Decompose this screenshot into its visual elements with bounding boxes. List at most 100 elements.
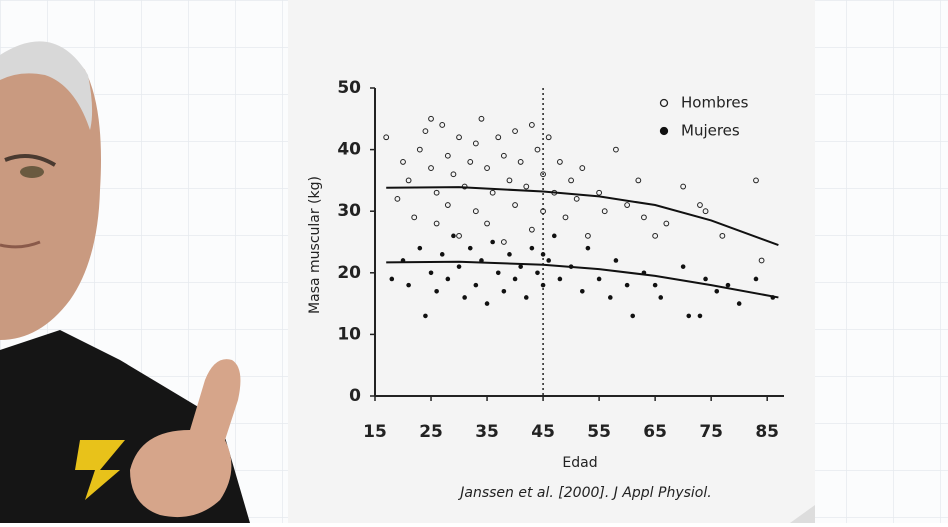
data-point (702, 208, 709, 215)
data-point (562, 214, 569, 221)
data-point (434, 288, 439, 294)
data-point (535, 270, 540, 276)
data-point (473, 282, 479, 288)
x-axis-label: Edad (562, 455, 597, 471)
data-point (596, 276, 602, 282)
data-point (439, 122, 446, 128)
data-point (658, 295, 664, 300)
data-point (714, 288, 720, 294)
data-point (406, 282, 411, 288)
data-point (467, 245, 473, 251)
legend-label: Hombres (681, 94, 749, 112)
y-tick-label: 0 (349, 386, 361, 406)
data-point (422, 128, 429, 135)
data-point (573, 195, 580, 202)
data-point (580, 288, 585, 294)
data-point (719, 232, 726, 239)
data-point (613, 258, 619, 263)
data-point (703, 276, 708, 282)
trend-line (386, 260, 779, 299)
x-tick-label: 85 (755, 422, 779, 442)
data-point (512, 128, 518, 135)
legend-marker (659, 126, 669, 136)
data-point (596, 189, 603, 196)
data-point (624, 282, 630, 288)
y-tick-label: 30 (337, 201, 361, 221)
data-point (512, 202, 518, 208)
data-point (500, 152, 507, 159)
data-point (551, 233, 557, 239)
data-point (540, 208, 546, 215)
data-point (394, 195, 401, 202)
data-point (529, 245, 535, 251)
x-tick-label: 65 (643, 422, 667, 442)
data-point (613, 146, 619, 153)
presenter (0, 41, 250, 523)
data-point (624, 202, 631, 208)
data-point (495, 270, 501, 276)
data-point (462, 295, 467, 300)
source-citation: Janssen et al. [2000]. J Appl Physiol. (457, 485, 711, 501)
data-point (428, 270, 434, 276)
data-point (428, 115, 434, 122)
data-point (697, 202, 703, 208)
y-tick-label: 10 (337, 324, 361, 344)
data-point (523, 183, 530, 190)
data-point (540, 282, 546, 288)
data-point (445, 276, 451, 282)
data-point (601, 208, 608, 215)
data-point (450, 171, 457, 178)
data-point (456, 134, 462, 141)
x-tick-label: 45 (531, 422, 555, 442)
data-point (523, 295, 529, 300)
data-point (506, 177, 513, 184)
data-point (501, 288, 507, 294)
data-point (484, 165, 490, 171)
data-point (405, 177, 412, 184)
y-tick-label: 40 (337, 140, 361, 160)
data-point (697, 313, 703, 319)
data-point (428, 165, 434, 171)
data-point (433, 189, 440, 196)
paper (288, 0, 815, 523)
data-point (556, 159, 563, 165)
data-point (635, 177, 642, 184)
data-point (423, 313, 428, 319)
data-point (439, 252, 445, 257)
data-point (467, 159, 474, 165)
data-point (663, 220, 670, 227)
data-point (540, 171, 546, 178)
data-point (753, 276, 759, 282)
data-point (686, 313, 692, 319)
data-point (753, 177, 759, 184)
y-tick-label: 50 (337, 78, 361, 98)
data-point (641, 214, 647, 221)
data-point (528, 122, 535, 128)
data-point (484, 220, 490, 227)
data-point (451, 233, 456, 239)
data-point (652, 282, 658, 288)
data-point (478, 115, 485, 122)
data-point (517, 159, 524, 165)
data-point (495, 134, 502, 141)
data-point (456, 264, 462, 269)
data-point (568, 177, 574, 184)
data-point (585, 245, 591, 251)
data-point (630, 313, 636, 319)
data-point (444, 202, 451, 208)
x-tick-label: 35 (475, 422, 499, 442)
y-axis-label: Masa muscular (kg) (307, 176, 323, 314)
data-point (534, 146, 541, 153)
trend-line (386, 186, 779, 247)
x-tick-label: 25 (419, 422, 443, 442)
data-point (500, 239, 507, 245)
chart: Edad Masa muscular (kg) Janssen et al. [… (307, 78, 784, 501)
x-tick-label: 55 (587, 422, 611, 442)
data-point (472, 208, 479, 215)
data-point (411, 214, 418, 221)
data-point (518, 264, 523, 269)
data-point (680, 183, 687, 190)
data-point (545, 134, 552, 141)
y-tick-label: 20 (337, 263, 361, 283)
